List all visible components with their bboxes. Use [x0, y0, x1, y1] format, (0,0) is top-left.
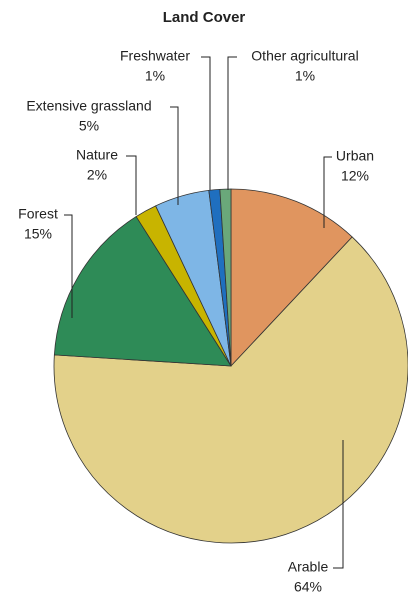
slice-label: Nature [76, 147, 118, 163]
pie-slice [219, 188, 232, 367]
slice-value-label: 1% [295, 68, 315, 84]
leader-line [170, 106, 179, 205]
slice-value-label: 5% [79, 118, 99, 134]
slice-value-label: 1% [145, 68, 165, 84]
leader-line [323, 156, 332, 228]
leader-line [201, 56, 211, 190]
slice-value-label: 64% [294, 579, 322, 595]
slice-label: Other agricultural [251, 48, 358, 64]
slice-value-label: 15% [24, 226, 52, 242]
slice-label: Arable [288, 559, 329, 575]
slice-value-label: 2% [87, 167, 107, 183]
slice-label: Extensive grassland [26, 98, 151, 114]
slice-label: Forest [18, 206, 58, 222]
chart-title: Land Cover [163, 9, 246, 26]
slice-label: Urban [336, 148, 374, 164]
slice-label: Freshwater [120, 48, 190, 64]
leader-line [126, 155, 137, 215]
leader-line [227, 56, 237, 190]
pie-slice [230, 188, 353, 368]
pie-slice [53, 236, 408, 544]
slice-value-label: 12% [341, 168, 369, 184]
pie-slice [53, 216, 232, 367]
leader-line [64, 214, 73, 318]
leader-line [333, 440, 344, 569]
